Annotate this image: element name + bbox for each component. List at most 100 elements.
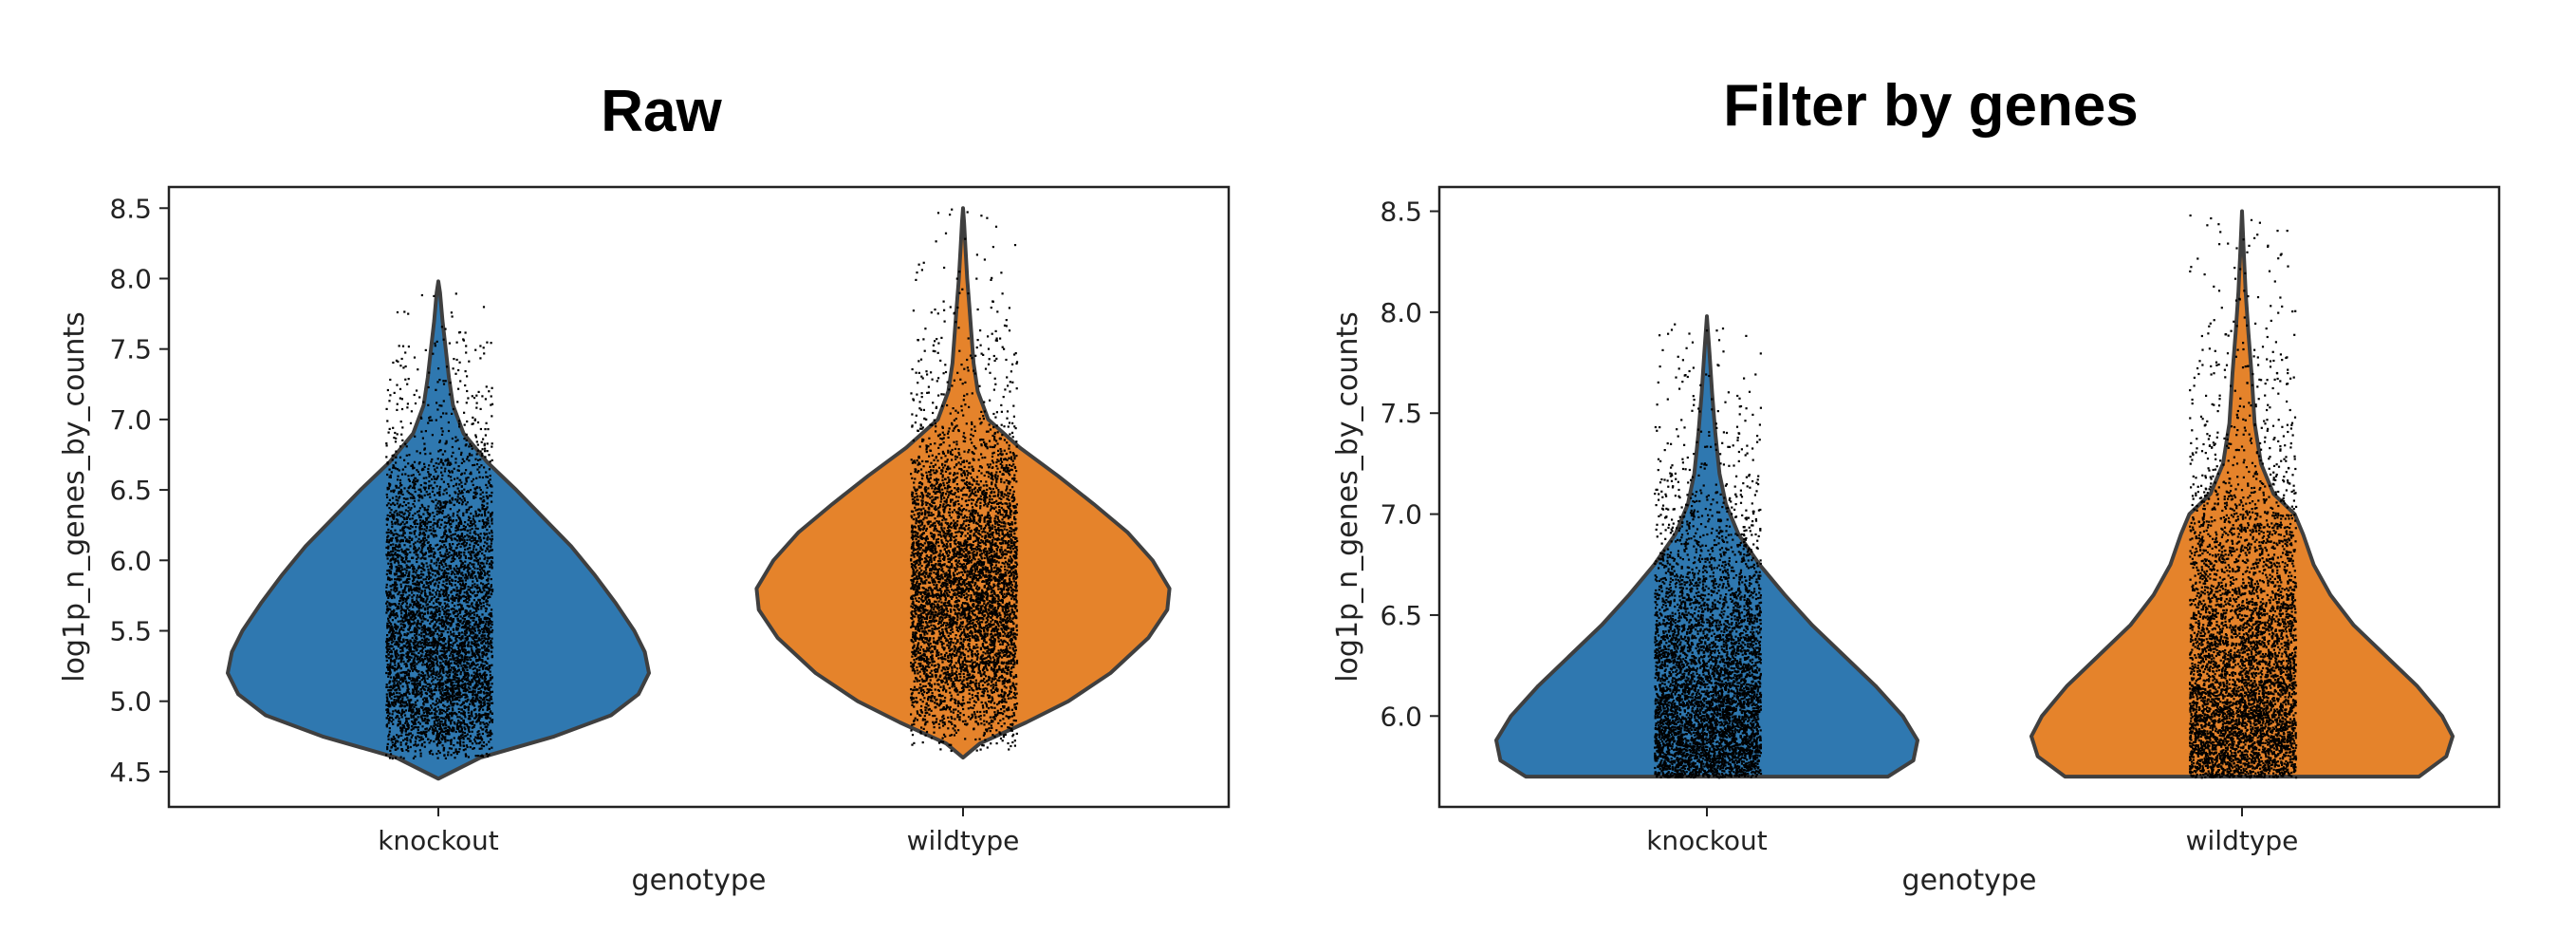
data-point bbox=[444, 721, 447, 723]
data-point bbox=[426, 627, 429, 630]
data-point bbox=[477, 627, 480, 629]
data-point bbox=[405, 569, 408, 572]
data-point bbox=[451, 571, 454, 574]
data-point bbox=[447, 614, 450, 617]
data-point bbox=[393, 699, 396, 702]
data-point bbox=[491, 402, 494, 405]
data-point bbox=[476, 590, 479, 593]
data-point bbox=[429, 627, 432, 630]
data-point bbox=[440, 649, 443, 652]
data-point bbox=[453, 634, 455, 637]
data-point bbox=[401, 590, 404, 592]
data-point bbox=[404, 365, 407, 368]
data-point bbox=[445, 550, 448, 552]
data-point bbox=[443, 544, 446, 547]
data-point bbox=[451, 470, 454, 473]
data-point bbox=[392, 703, 395, 706]
data-point bbox=[395, 668, 398, 671]
data-point bbox=[481, 661, 484, 664]
data-point bbox=[432, 753, 435, 756]
data-point bbox=[490, 614, 492, 617]
data-point bbox=[402, 620, 405, 624]
data-point bbox=[397, 545, 399, 548]
data-point bbox=[388, 719, 391, 722]
data-point bbox=[395, 461, 398, 464]
data-point bbox=[426, 644, 429, 646]
data-point bbox=[483, 442, 486, 445]
data-point bbox=[476, 755, 479, 758]
data-point bbox=[414, 701, 417, 703]
data-point bbox=[414, 576, 417, 579]
data-point bbox=[474, 693, 477, 696]
data-point bbox=[436, 522, 438, 525]
data-point bbox=[393, 589, 396, 591]
data-point bbox=[459, 591, 462, 594]
data-point bbox=[386, 462, 389, 465]
data-point bbox=[397, 520, 399, 523]
data-point bbox=[469, 746, 472, 749]
data-point bbox=[386, 473, 389, 477]
data-point bbox=[426, 595, 429, 598]
data-point bbox=[438, 643, 441, 646]
data-point bbox=[485, 599, 488, 602]
data-point bbox=[425, 692, 428, 696]
data-point bbox=[452, 699, 454, 702]
data-point bbox=[486, 537, 489, 540]
data-point bbox=[430, 460, 433, 463]
data-point bbox=[455, 659, 458, 662]
data-point bbox=[451, 689, 454, 693]
data-point bbox=[440, 466, 443, 469]
data-point bbox=[395, 688, 398, 691]
data-point bbox=[434, 468, 436, 471]
data-point bbox=[471, 691, 473, 694]
data-point bbox=[450, 646, 453, 650]
data-point bbox=[472, 576, 474, 579]
data-point bbox=[444, 615, 447, 618]
data-point bbox=[471, 681, 473, 683]
data-point bbox=[461, 617, 464, 620]
data-point bbox=[441, 667, 444, 670]
data-point bbox=[455, 727, 458, 730]
data-point bbox=[442, 506, 445, 509]
data-point bbox=[425, 575, 428, 578]
data-point bbox=[414, 402, 417, 405]
data-point bbox=[484, 456, 487, 459]
data-point bbox=[417, 731, 419, 734]
data-point bbox=[388, 718, 391, 721]
data-point bbox=[490, 695, 492, 699]
data-point bbox=[479, 755, 482, 758]
data-point bbox=[408, 577, 411, 581]
data-point bbox=[388, 630, 392, 633]
data-point bbox=[479, 345, 482, 347]
data-point bbox=[407, 718, 410, 721]
data-point bbox=[468, 445, 471, 448]
data-point bbox=[402, 660, 405, 663]
data-point bbox=[471, 652, 473, 655]
data-point bbox=[414, 547, 417, 550]
data-point bbox=[473, 559, 475, 562]
data-point bbox=[475, 440, 478, 443]
data-point bbox=[480, 634, 483, 638]
data-point bbox=[412, 467, 415, 470]
data-point bbox=[386, 557, 389, 560]
data-point bbox=[459, 638, 462, 641]
data-point bbox=[484, 712, 487, 715]
data-point bbox=[460, 712, 463, 715]
data-point bbox=[389, 537, 393, 540]
data-point bbox=[429, 631, 432, 634]
data-point bbox=[418, 588, 421, 590]
data-point bbox=[465, 443, 468, 446]
data-point bbox=[463, 642, 466, 645]
data-point bbox=[456, 613, 459, 616]
data-point bbox=[469, 538, 472, 541]
data-point bbox=[460, 461, 463, 464]
data-point bbox=[478, 590, 481, 592]
data-point bbox=[481, 755, 484, 758]
data-point bbox=[453, 632, 455, 635]
data-point bbox=[398, 674, 400, 677]
data-point bbox=[487, 556, 490, 559]
data-point bbox=[436, 662, 438, 665]
data-point bbox=[459, 615, 462, 618]
data-point bbox=[388, 668, 391, 671]
data-point bbox=[420, 718, 424, 721]
